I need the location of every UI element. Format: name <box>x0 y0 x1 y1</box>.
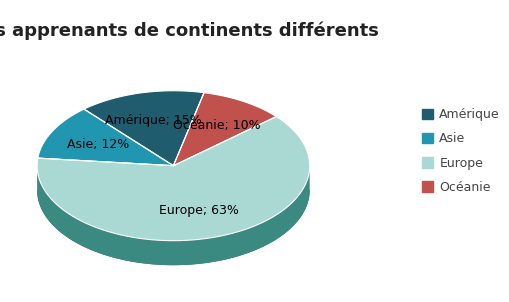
Text: Amérique; 15%: Amérique; 15% <box>104 114 201 127</box>
Polygon shape <box>37 117 309 241</box>
Polygon shape <box>37 166 309 265</box>
Text: Des apprenants de continents différents: Des apprenants de continents différents <box>0 21 378 40</box>
Legend: Amérique, Asie, Europe, Océanie: Amérique, Asie, Europe, Océanie <box>417 104 503 198</box>
Text: Océanie; 10%: Océanie; 10% <box>173 119 260 132</box>
Polygon shape <box>173 93 276 166</box>
Polygon shape <box>84 91 204 166</box>
Text: Europe; 63%: Europe; 63% <box>159 204 238 217</box>
Polygon shape <box>37 190 309 265</box>
Text: Asie; 12%: Asie; 12% <box>67 138 129 151</box>
Polygon shape <box>38 109 173 166</box>
